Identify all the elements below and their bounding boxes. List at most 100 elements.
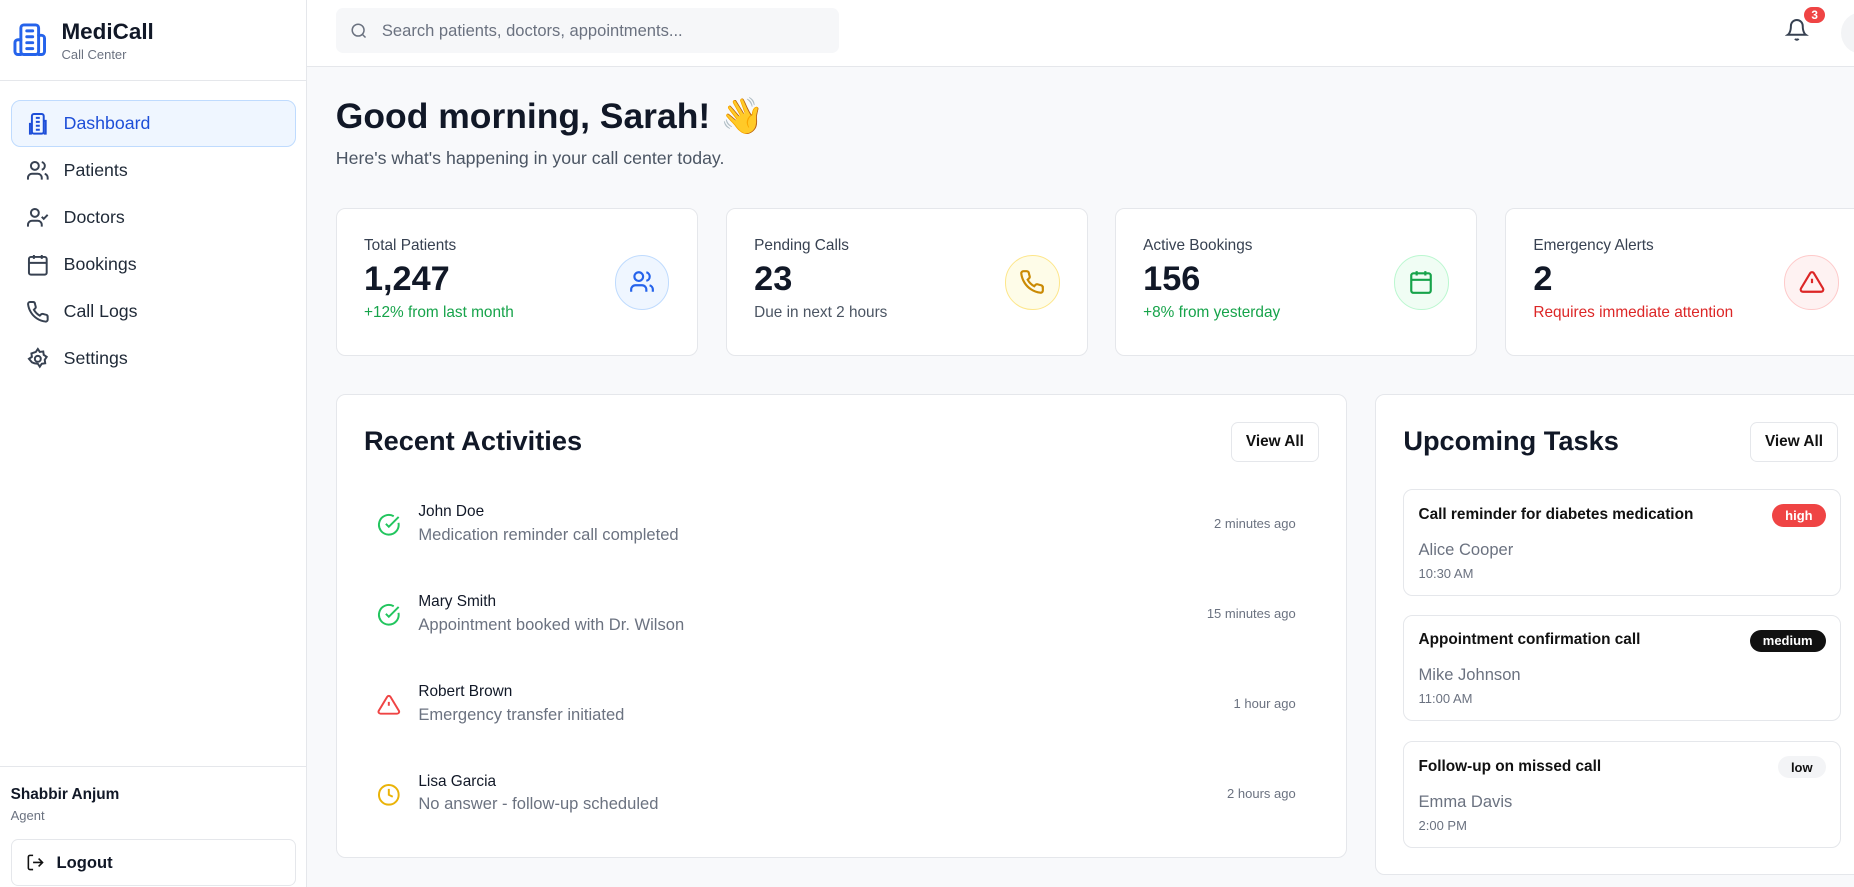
task-time: 10:30 AM — [1418, 565, 1474, 581]
users-icon — [26, 160, 49, 180]
check-circle-icon — [377, 603, 400, 626]
activity-item[interactable]: Robert Brown Emergency transfer initiate… — [364, 681, 1308, 740]
activity-desc: Emergency transfer initiated — [418, 704, 625, 724]
user-panel: Shabbir Anjum Agent Logout — [0, 766, 307, 887]
stat-label: Total Patients — [363, 237, 457, 255]
activity-name: Lisa Garcia — [418, 773, 497, 791]
user-name: Shabbir Anjum — [10, 786, 120, 804]
logout-icon — [27, 854, 44, 871]
users-icon — [615, 255, 670, 310]
search-box[interactable] — [335, 8, 840, 54]
logout-label: Logout — [56, 852, 113, 872]
search-input[interactable] — [379, 19, 834, 42]
sidebar-item-patients[interactable]: Patients — [11, 147, 296, 194]
task-title: Appointment confirmation call — [1418, 631, 1641, 648]
stat-label: Active Bookings — [1143, 237, 1253, 255]
upcoming-tasks-panel: Upcoming Tasks View All Call reminder fo… — [1375, 393, 1854, 875]
stat-value: 23 — [754, 260, 793, 299]
priority-badge: low — [1777, 756, 1826, 779]
panel-title: Recent Activities — [363, 425, 583, 457]
task-title: Follow-up on missed call — [1418, 757, 1602, 775]
sidebar-item-label: Call Logs — [63, 300, 138, 321]
task-title: Call reminder for diabetes medication — [1418, 505, 1694, 523]
brand-subtitle: Call Center — [61, 46, 127, 62]
priority-badge: medium — [1749, 629, 1826, 652]
sidebar-item-doctors[interactable]: Doctors — [11, 194, 296, 241]
task-patient: Mike Johnson — [1418, 665, 1521, 685]
sidebar-item-label: Doctors — [63, 207, 125, 228]
brand-name: MediCall — [61, 18, 154, 44]
panel-title: Upcoming Tasks — [1403, 425, 1619, 457]
activity-name: John Doe — [418, 503, 485, 521]
sidebar-item-bookings[interactable]: Bookings — [11, 241, 296, 288]
activity-item[interactable]: Mary Smith Appointment booked with Dr. W… — [364, 591, 1308, 650]
activity-item[interactable]: John Doe Medication reminder call comple… — [364, 501, 1308, 560]
activity-time: 1 hour ago — [1233, 696, 1296, 712]
stat-value: 1,247 — [363, 260, 450, 299]
stat-note: Requires immediate attention — [1533, 303, 1734, 321]
building-icon — [13, 23, 46, 57]
main-content: Good morning, Sarah! 👋 Here's what's hap… — [335, 66, 1854, 875]
stat-card-active-bookings: Active Bookings 156 +8% from yesterday — [1114, 208, 1477, 356]
clock-icon — [377, 783, 400, 806]
sidebar-item-label: Dashboard — [63, 113, 151, 134]
stat-value: 156 — [1143, 260, 1201, 299]
phone-icon — [1005, 255, 1060, 310]
calendar-icon — [1394, 255, 1449, 310]
sidebar-item-label: Bookings — [63, 254, 137, 275]
notification-badge: 3 — [1804, 7, 1826, 24]
priority-badge: high — [1772, 504, 1826, 527]
logout-button[interactable]: Logout — [10, 839, 296, 887]
gear-icon — [27, 346, 48, 369]
task-patient: Emma Davis — [1418, 791, 1513, 811]
sidebar-item-label: Settings — [63, 347, 128, 368]
view-all-tasks-button[interactable]: View All — [1749, 421, 1839, 463]
alert-triangle-icon — [377, 694, 401, 715]
stat-note: Due in next 2 hours — [754, 303, 888, 321]
stat-label: Emergency Alerts — [1533, 237, 1654, 255]
sidebar-nav: Dashboard Patients Doctors Bookings Call… — [0, 81, 306, 400]
activity-time: 2 hours ago — [1227, 786, 1296, 802]
search-icon — [351, 23, 367, 38]
activity-name: Robert Brown — [418, 683, 513, 701]
user-role: Agent — [10, 807, 45, 823]
activity-desc: Appointment booked with Dr. Wilson — [418, 614, 685, 634]
activity-time: 15 minutes ago — [1206, 606, 1296, 622]
sidebar-item-dashboard[interactable]: Dashboard — [10, 100, 296, 148]
activity-item[interactable]: Lisa Garcia No answer - follow-up schedu… — [364, 771, 1308, 830]
stat-card-pending-calls: Pending Calls 23 Due in next 2 hours — [725, 208, 1088, 356]
stat-note: +12% from last month — [363, 303, 514, 321]
stat-label: Pending Calls — [754, 237, 849, 255]
check-circle-icon — [377, 513, 400, 536]
task-item[interactable]: Follow-up on missed call low Emma Davis … — [1403, 741, 1841, 848]
task-patient: Alice Cooper — [1418, 539, 1514, 559]
page-title: Good morning, Sarah! 👋 — [335, 95, 765, 136]
sidebar-item-call-logs[interactable]: Call Logs — [11, 288, 296, 335]
stat-card-total-patients: Total Patients 1,247 +12% from last mont… — [335, 208, 698, 356]
activity-time: 2 minutes ago — [1214, 516, 1296, 532]
task-item[interactable]: Appointment confirmation call medium Mik… — [1403, 614, 1841, 722]
sidebar: MediCall Call Center Dashboard Patients … — [0, 0, 308, 887]
building-icon — [28, 112, 47, 135]
bell-icon[interactable] — [1785, 18, 1810, 42]
stat-card-emergency-alerts: Emergency Alerts 2 Requires immediate at… — [1505, 208, 1854, 356]
task-time: 2:00 PM — [1418, 817, 1467, 833]
activity-name: Mary Smith — [418, 593, 497, 611]
alert-triangle-icon — [1784, 255, 1839, 310]
calendar-icon — [27, 254, 48, 276]
activity-desc: No answer - follow-up scheduled — [418, 794, 659, 814]
phone-icon — [26, 300, 49, 323]
brand: MediCall Call Center — [0, 0, 307, 82]
view-all-activities-button[interactable]: View All — [1230, 421, 1320, 463]
avatar[interactable] — [1840, 11, 1854, 55]
user-check-icon — [26, 207, 49, 227]
sidebar-item-settings[interactable]: Settings — [11, 335, 296, 382]
sidebar-item-label: Patients — [63, 160, 128, 181]
stat-value: 2 — [1533, 260, 1553, 299]
task-time: 11:00 AM — [1418, 691, 1473, 707]
task-item[interactable]: Call reminder for diabetes medication hi… — [1403, 489, 1841, 596]
recent-activities-panel: Recent Activities View All John Doe Medi… — [335, 393, 1347, 859]
page-subtitle: Here's what's happening in your call cen… — [335, 148, 725, 169]
top-bar: 3 — [307, 0, 1854, 68]
activity-desc: Medication reminder call completed — [418, 524, 679, 544]
